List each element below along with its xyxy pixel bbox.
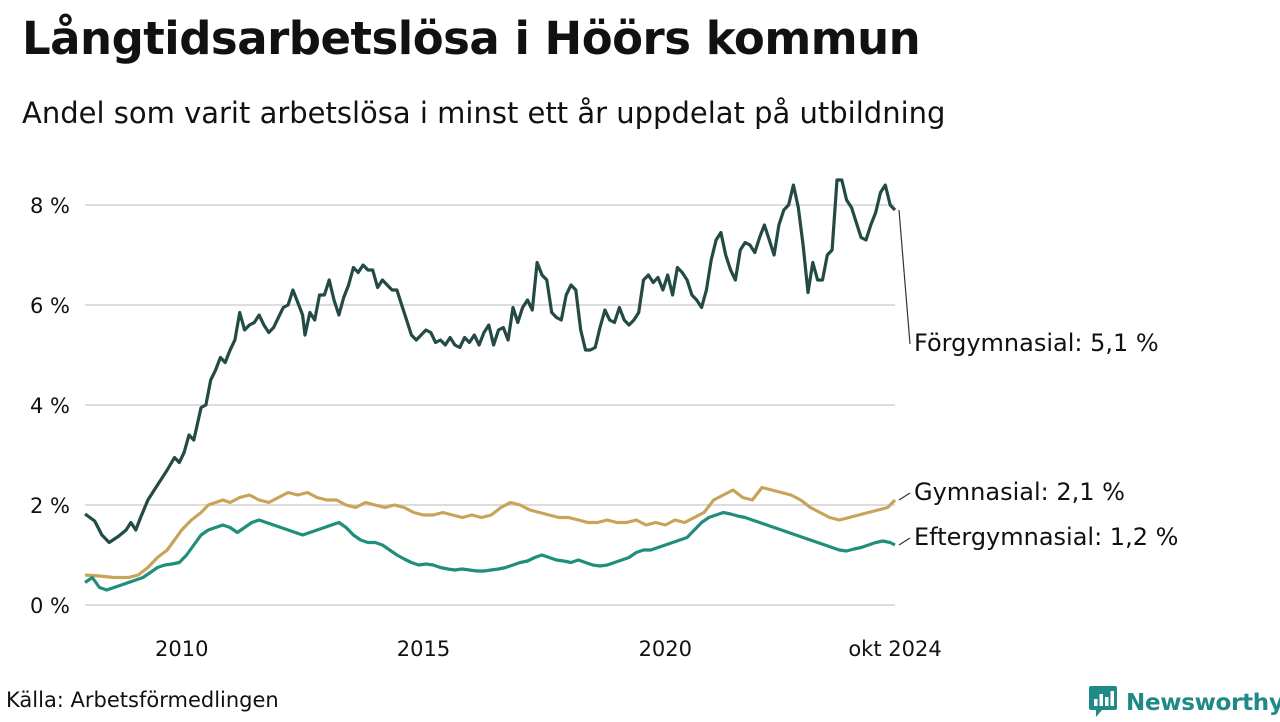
chart-subtitle: Andel som varit arbetslösa i minst ett å… [22, 96, 946, 130]
brand-name: Newsworthy [1126, 690, 1280, 716]
label-connector [898, 492, 911, 501]
x-axis-ticks: 2010 2015 2020 okt 2024 [155, 637, 942, 661]
y-axis-ticks: 0 % 2 % 4 % 6 % 8 % [30, 194, 70, 618]
brand-logo[interactable]: Newsworthy [1088, 684, 1280, 722]
source-note: Källa: Arbetsförmedlingen [6, 688, 279, 712]
series-end-labels: Förgymnasial: 5,1 % Gymnasial: 2,1 % Efter… [898, 209, 1178, 551]
series-line-förgymnasial [84, 178, 897, 545]
x-tick-label: 2020 [639, 637, 692, 661]
newsworthy-logo-icon [1088, 684, 1118, 722]
series-line-eftergymnasial [84, 510, 896, 592]
y-tick-label: 2 % [30, 494, 70, 518]
y-tick-label: 6 % [30, 294, 70, 318]
series-end-label: Förgymnasial: 5,1 % [914, 329, 1159, 357]
grid-lines [85, 204, 895, 606]
y-tick-label: 0 % [30, 594, 70, 618]
series-end-label: Gymnasial: 2,1 % [914, 478, 1125, 506]
series-lines [84, 178, 897, 592]
y-tick-label: 8 % [30, 194, 70, 218]
x-tick-label: 2015 [397, 637, 450, 661]
x-tick-label: 2010 [155, 637, 208, 661]
x-tick-label: okt 2024 [848, 637, 941, 661]
y-tick-label: 4 % [30, 394, 70, 418]
label-connector [898, 537, 911, 546]
label-connector [898, 209, 911, 345]
series-end-label: Eftergymnasial: 1,2 % [914, 523, 1178, 551]
chart-title: Långtidsarbetslösa i Höörs kommun [22, 12, 921, 65]
series-line-gymnasial [84, 485, 897, 580]
line-chart: 0 % 2 % 4 % 6 % 8 % 2010 2015 2020 okt 2024 För… [30, 178, 1178, 661]
